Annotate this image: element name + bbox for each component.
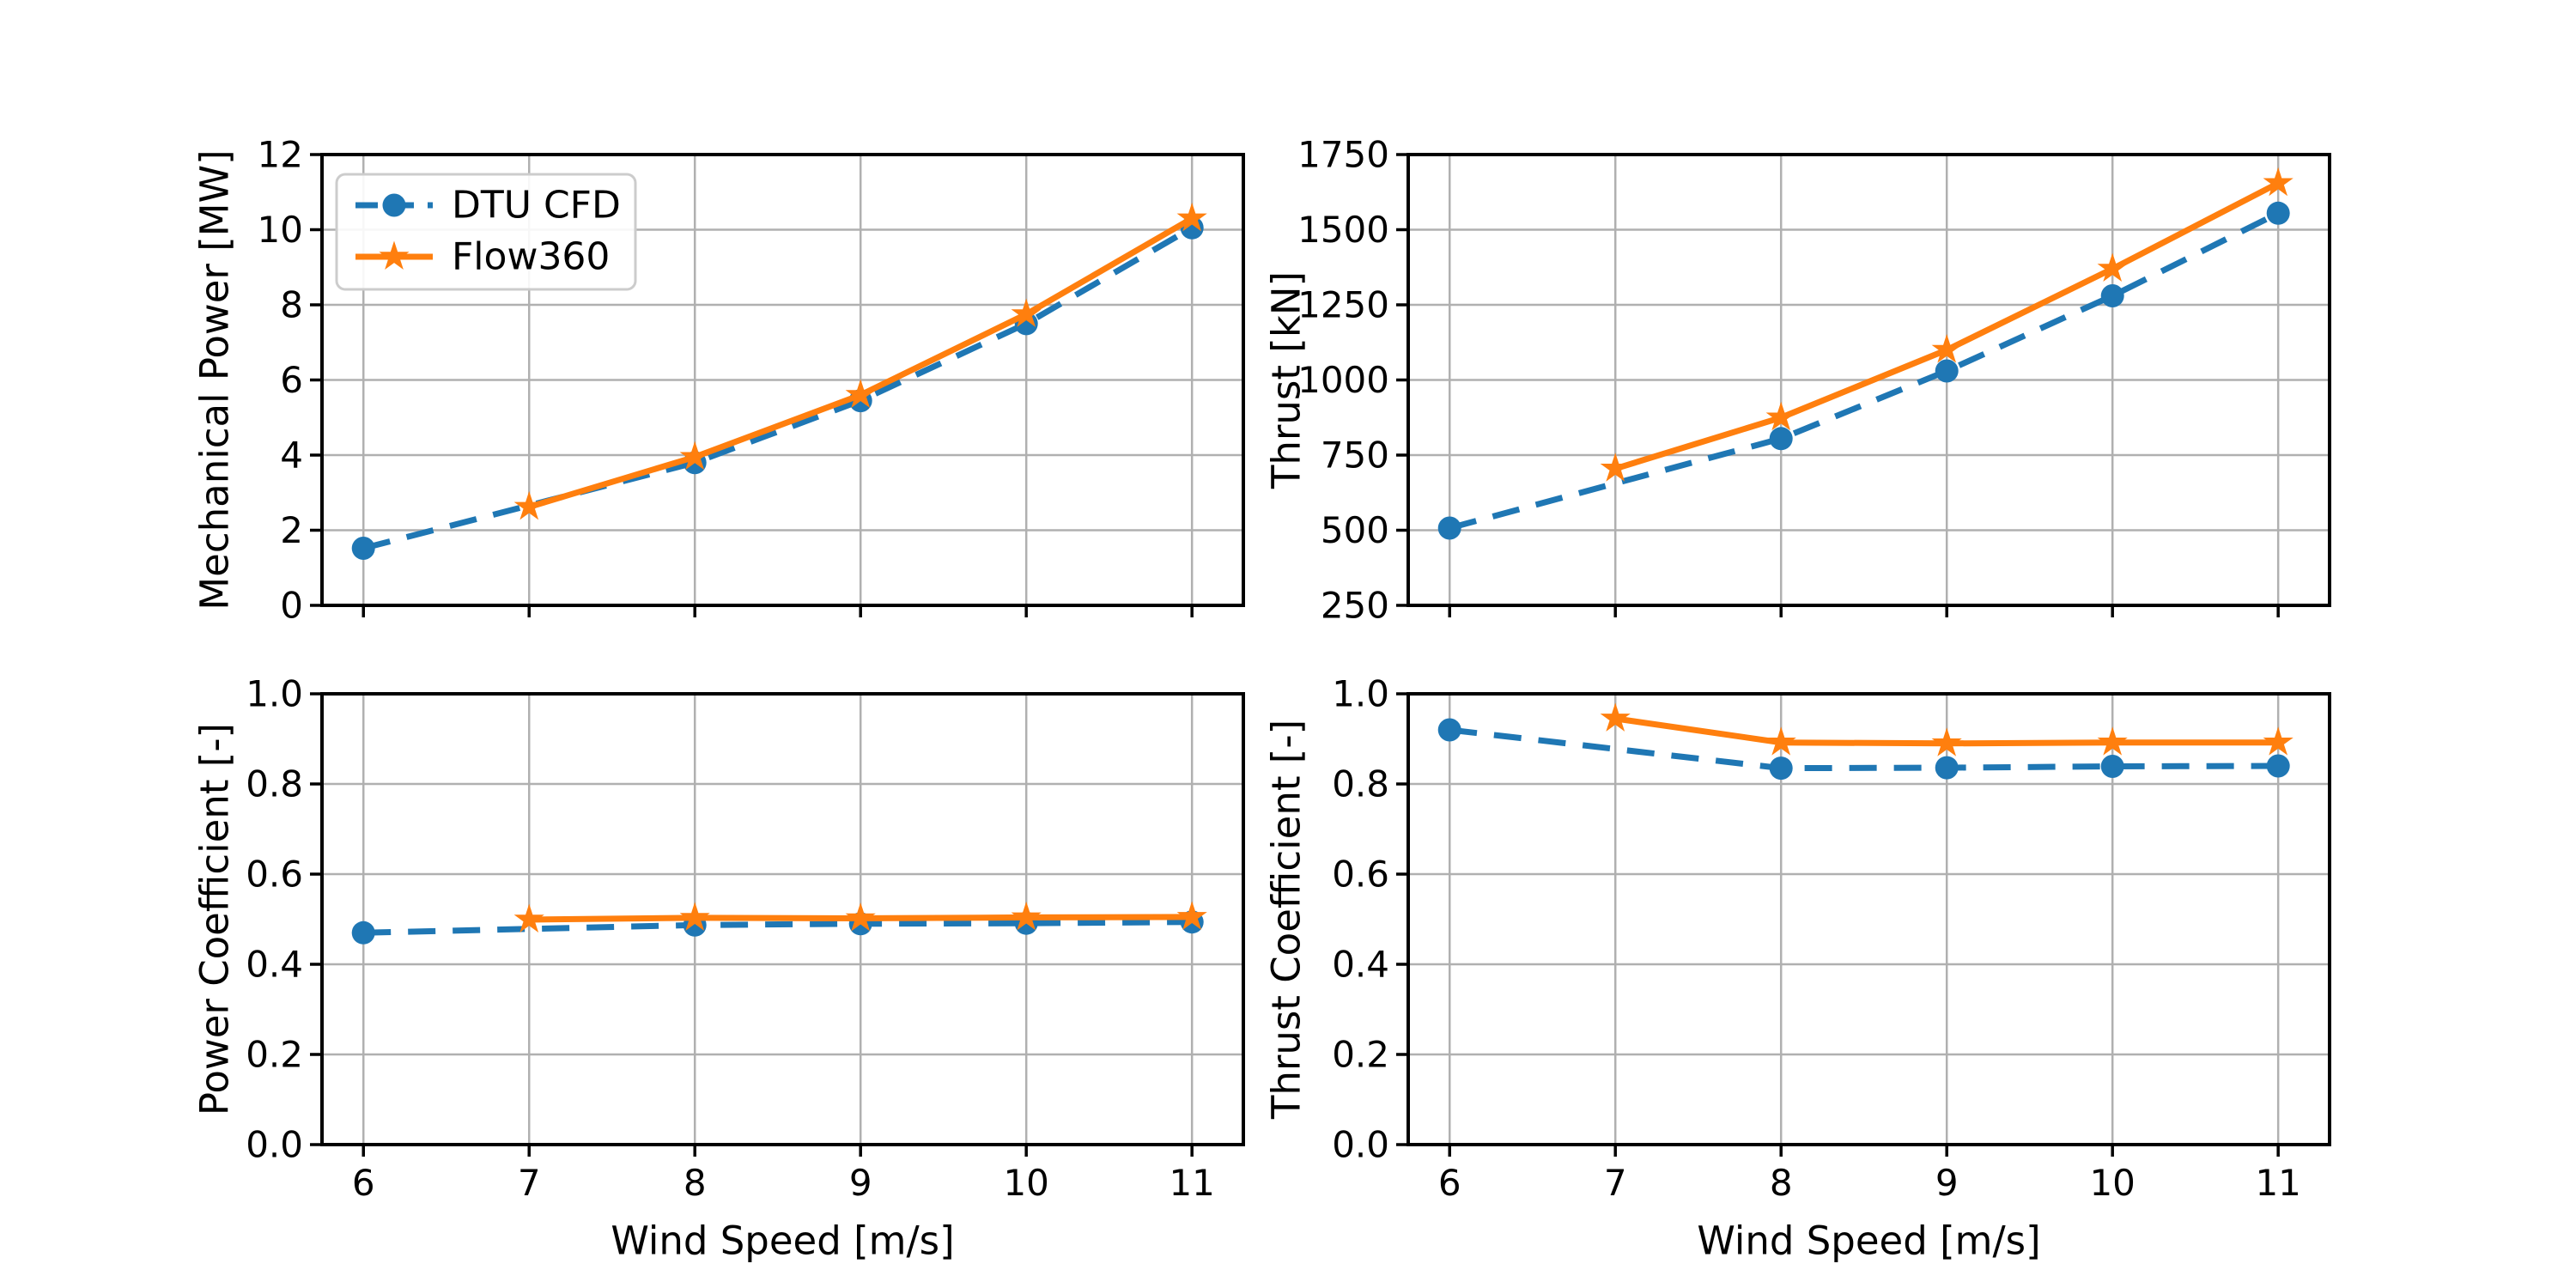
marker-star-flow360 bbox=[513, 903, 544, 933]
y-tick-label: 0.8 bbox=[246, 763, 303, 805]
x-tick-label: 7 bbox=[1604, 1162, 1627, 1204]
marker-circle-dtu_cfd bbox=[1437, 516, 1461, 540]
y-tick-label: 750 bbox=[1321, 434, 1389, 477]
x-tick-label: 10 bbox=[1003, 1162, 1048, 1204]
y-tick-label: 0.2 bbox=[1332, 1034, 1389, 1076]
x-tick-label: 11 bbox=[1169, 1162, 1214, 1204]
marker-star-flow360 bbox=[1931, 727, 1962, 756]
series-flow360 bbox=[513, 202, 1207, 520]
y-tick-label: 0.4 bbox=[246, 944, 303, 986]
y-tick-label: 0.0 bbox=[1332, 1124, 1389, 1166]
axes-spines bbox=[1406, 692, 2331, 1146]
y-tick-label: 12 bbox=[258, 134, 303, 176]
legend-item-dtu_cfd: DTU CFD bbox=[355, 184, 621, 228]
y-tick-label: 0.2 bbox=[246, 1034, 303, 1076]
y-tick-label: 1.0 bbox=[1332, 673, 1389, 715]
marker-star-flow360 bbox=[1931, 334, 1962, 363]
x-axis-label: Wind Speed [m/s] bbox=[1697, 1218, 2040, 1264]
y-tick-label: 4 bbox=[280, 434, 303, 477]
marker-star-flow360 bbox=[1765, 401, 1796, 431]
x-tick-label: 9 bbox=[849, 1162, 872, 1204]
series-flow360 bbox=[1600, 702, 2293, 756]
marker-star-flow360 bbox=[2097, 252, 2128, 282]
marker-star-flow360 bbox=[1600, 453, 1631, 482]
y-tick-label: 1750 bbox=[1297, 134, 1389, 176]
legend-marker-star bbox=[379, 240, 410, 270]
y-tick-label: 0.8 bbox=[1332, 763, 1389, 805]
marker-star-flow360 bbox=[679, 902, 710, 931]
series-flow360 bbox=[513, 901, 1207, 933]
y-tick-label: 0.6 bbox=[246, 854, 303, 896]
marker-star-flow360 bbox=[1011, 298, 1042, 327]
y-tick-label: 1500 bbox=[1297, 209, 1389, 251]
marker-circle-dtu_cfd bbox=[351, 537, 375, 560]
subplot-bottom-left: 6 7 8 9 10 11 0.0 0.2 0.4 0.6 0.8 1.0 Wind Speed [m/… bbox=[192, 673, 1245, 1264]
series-dtu_cfd bbox=[1437, 718, 2290, 781]
marker-star-flow360 bbox=[2263, 726, 2293, 756]
marker-circle-dtu_cfd bbox=[351, 920, 375, 945]
x-tick-label: 10 bbox=[2089, 1162, 2135, 1204]
subplot-bottom-right: 6 7 8 9 10 11 0.0 0.2 0.4 0.6 0.8 1.0 Wind Speed [m/… bbox=[1264, 673, 2331, 1264]
marker-star-flow360 bbox=[1011, 901, 1042, 931]
subplot-top-left: 0 2 4 6 8 10 12 Mechanical Power [MW] DTU CFD Flo… bbox=[192, 134, 1245, 627]
legend-marker-circle bbox=[382, 193, 406, 217]
legend-label: Flow360 bbox=[452, 235, 610, 279]
y-tick-label: 1250 bbox=[1297, 284, 1389, 326]
y-tick-label: 0.0 bbox=[246, 1124, 303, 1166]
marker-circle-dtu_cfd bbox=[1935, 756, 1959, 780]
series-line-dtu_cfd bbox=[1449, 210, 2280, 532]
y-tick-label: 1.0 bbox=[246, 673, 303, 715]
marker-star-flow360 bbox=[1600, 702, 1631, 732]
x-tick-label: 7 bbox=[518, 1162, 541, 1204]
marker-circle-dtu_cfd bbox=[2266, 201, 2290, 225]
x-tick-label: 6 bbox=[352, 1162, 375, 1204]
marker-circle-dtu_cfd bbox=[2100, 284, 2124, 307]
y-tick-label: 1000 bbox=[1297, 359, 1389, 401]
marker-star-flow360 bbox=[845, 902, 876, 932]
marker-star-flow360 bbox=[1765, 726, 1796, 756]
y-tick-label: 500 bbox=[1321, 509, 1389, 551]
marker-star-flow360 bbox=[2263, 167, 2293, 197]
y-tick-label: 0.4 bbox=[1332, 944, 1389, 986]
y-tick-label: 0 bbox=[280, 585, 303, 627]
x-tick-label: 8 bbox=[683, 1162, 707, 1204]
legend-item-flow360: Flow360 bbox=[355, 235, 610, 279]
y-axis-label: Power Coefficient [-] bbox=[192, 723, 238, 1115]
subplot-top-right: 250 500 750 1000 1250 1500 1750 Thrust [kN] bbox=[1264, 134, 2331, 627]
marker-star-flow360 bbox=[845, 379, 876, 408]
marker-circle-dtu_cfd bbox=[1769, 427, 1793, 451]
y-axis-label: Thrust [kN] bbox=[1264, 271, 1309, 489]
marker-circle-dtu_cfd bbox=[1769, 756, 1793, 781]
x-tick-label: 6 bbox=[1438, 1162, 1461, 1204]
y-tick-label: 0.6 bbox=[1332, 854, 1389, 896]
x-tick-label: 11 bbox=[2255, 1162, 2300, 1204]
y-tick-label: 2 bbox=[280, 509, 303, 551]
y-axis-label: Thrust Coefficient [-] bbox=[1264, 720, 1309, 1120]
marker-circle-dtu_cfd bbox=[2266, 754, 2290, 778]
marker-star-flow360 bbox=[1176, 901, 1207, 930]
y-tick-label: 8 bbox=[280, 284, 303, 326]
series-flow360 bbox=[1600, 167, 2293, 482]
x-tick-label: 9 bbox=[1935, 1162, 1959, 1204]
legend: DTU CFD Flow360 bbox=[335, 173, 637, 291]
x-axis-label: Wind Speed [m/s] bbox=[611, 1218, 954, 1264]
marker-circle-dtu_cfd bbox=[2100, 755, 2124, 778]
marker-star-flow360 bbox=[679, 440, 710, 471]
y-tick-label: 6 bbox=[280, 359, 303, 401]
y-tick-label: 10 bbox=[258, 209, 303, 251]
legend-label: DTU CFD bbox=[452, 184, 621, 228]
marker-star-flow360 bbox=[1176, 202, 1207, 232]
marker-circle-dtu_cfd bbox=[1935, 359, 1959, 383]
y-tick-label: 250 bbox=[1321, 585, 1389, 627]
marker-circle-dtu_cfd bbox=[1437, 718, 1461, 742]
series-dtu_cfd bbox=[1437, 201, 2290, 540]
marker-star-flow360 bbox=[513, 490, 544, 520]
x-tick-label: 8 bbox=[1770, 1162, 1793, 1204]
axes-spines bbox=[320, 692, 1245, 1146]
y-axis-label: Mechanical Power [MW] bbox=[192, 149, 238, 610]
marker-star-flow360 bbox=[2097, 726, 2128, 756]
